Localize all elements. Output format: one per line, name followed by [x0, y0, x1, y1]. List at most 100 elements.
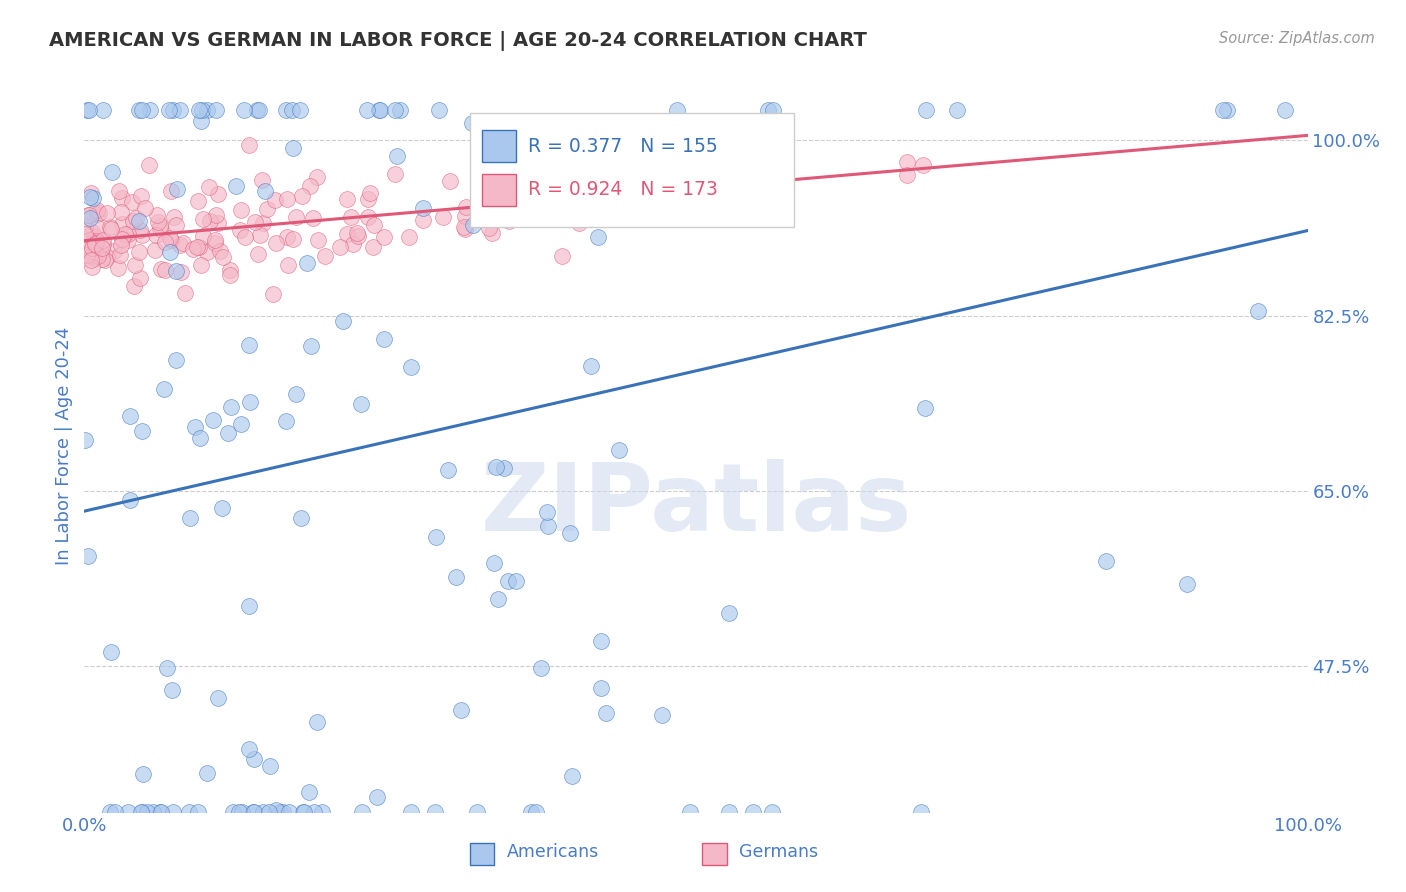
Point	[481, 227, 503, 241]
Point	[519, 805, 541, 819]
Point	[257, 805, 280, 819]
Point	[896, 168, 918, 182]
Point	[246, 246, 269, 260]
Point	[79, 233, 101, 247]
Point	[212, 250, 235, 264]
Point	[547, 194, 569, 208]
Point	[191, 103, 214, 118]
Point	[153, 235, 176, 249]
Point	[588, 230, 610, 244]
Point	[762, 103, 785, 118]
Point	[205, 103, 228, 118]
Point	[249, 227, 271, 242]
Point	[276, 230, 298, 244]
Point	[388, 103, 411, 118]
Point	[204, 233, 226, 247]
Point	[142, 805, 165, 819]
Point	[361, 240, 384, 254]
Point	[568, 183, 591, 197]
Point	[188, 240, 211, 254]
Point	[329, 239, 352, 253]
Point	[581, 359, 603, 373]
Point	[254, 184, 277, 198]
Point	[537, 519, 560, 533]
Point	[228, 805, 250, 819]
Point	[453, 219, 475, 234]
Point	[177, 805, 200, 819]
Point	[146, 215, 169, 229]
Point	[83, 230, 105, 244]
Point	[292, 805, 315, 819]
Point	[205, 208, 228, 222]
Point	[129, 271, 152, 285]
Point	[340, 210, 363, 224]
Point	[172, 235, 194, 250]
Point	[399, 805, 422, 819]
Point	[191, 211, 214, 226]
Point	[184, 420, 207, 434]
Point	[384, 167, 406, 181]
Point	[346, 226, 368, 240]
Point	[162, 103, 184, 118]
Text: R = 0.377   N = 155: R = 0.377 N = 155	[529, 136, 718, 155]
Point	[717, 805, 740, 819]
Point	[187, 805, 209, 819]
Point	[114, 227, 136, 241]
Point	[155, 661, 177, 675]
Point	[307, 714, 329, 729]
FancyBboxPatch shape	[482, 174, 516, 206]
Point	[262, 287, 284, 301]
Point	[207, 690, 229, 705]
Point	[132, 766, 155, 780]
Point	[231, 805, 253, 819]
Point	[219, 400, 242, 414]
Point	[356, 103, 378, 118]
Point	[235, 229, 257, 244]
Point	[233, 103, 256, 118]
Point	[83, 241, 105, 255]
Point	[100, 221, 122, 235]
Point	[363, 218, 385, 232]
Point	[437, 463, 460, 477]
Point	[211, 500, 233, 515]
Point	[134, 201, 156, 215]
Point	[299, 339, 322, 353]
Point	[357, 192, 380, 206]
Point	[766, 187, 789, 202]
Point	[494, 460, 516, 475]
Point	[129, 188, 152, 202]
Point	[295, 256, 318, 270]
Point	[111, 191, 134, 205]
Point	[453, 222, 475, 236]
Point	[558, 525, 581, 540]
Point	[366, 790, 388, 805]
Point	[90, 252, 112, 266]
Point	[195, 245, 218, 260]
Point	[519, 195, 541, 210]
Point	[761, 805, 783, 819]
Point	[384, 103, 406, 118]
Point	[368, 103, 391, 118]
Point	[229, 203, 252, 218]
Point	[118, 493, 141, 508]
Point	[524, 805, 547, 819]
Point	[636, 167, 658, 181]
Point	[77, 549, 100, 563]
Point	[77, 103, 100, 118]
Point	[143, 243, 166, 257]
Point	[359, 186, 381, 200]
Point	[509, 176, 531, 190]
Point	[269, 805, 291, 819]
Point	[247, 103, 270, 118]
Point	[108, 184, 131, 198]
Point	[181, 242, 204, 256]
Point	[195, 103, 218, 118]
Point	[946, 103, 969, 118]
Point	[568, 216, 591, 230]
Point	[283, 141, 305, 155]
Point	[131, 103, 153, 118]
Point	[475, 212, 498, 227]
Point	[149, 219, 172, 233]
Point	[79, 190, 101, 204]
FancyBboxPatch shape	[702, 843, 727, 865]
